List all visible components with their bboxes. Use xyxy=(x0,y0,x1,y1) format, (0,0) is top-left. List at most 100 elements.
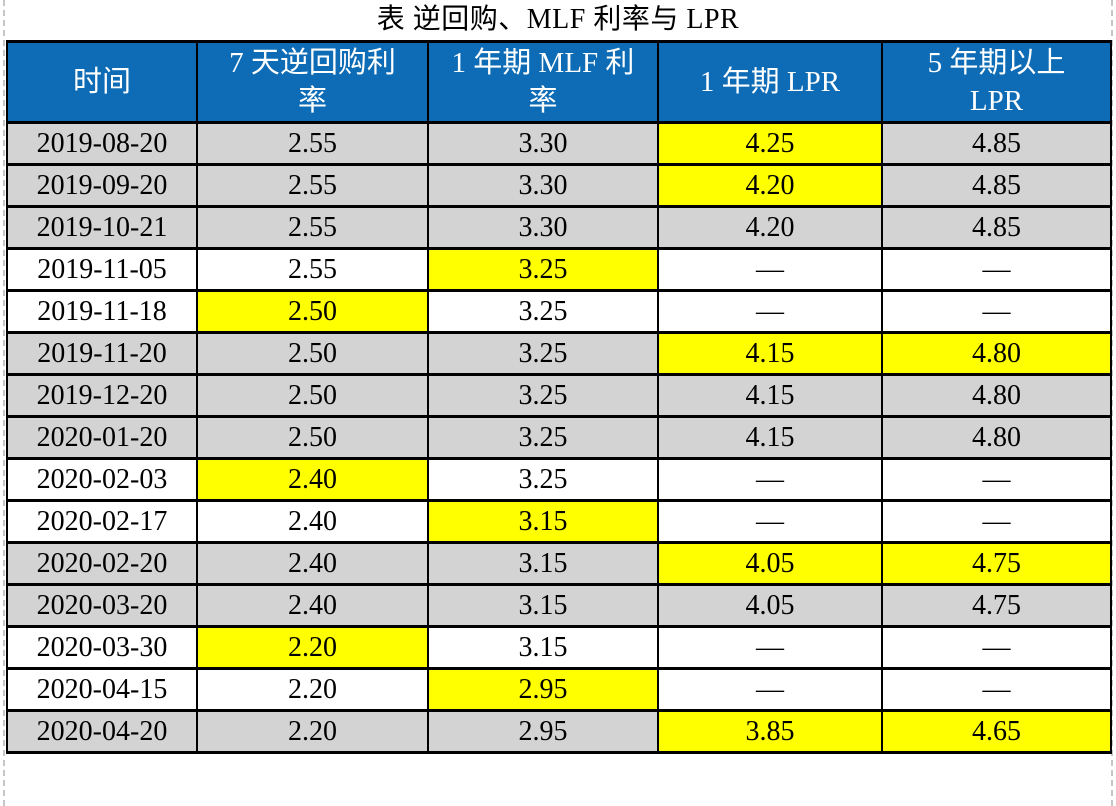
column-header-5: 5 年期以上 LPR xyxy=(881,40,1112,124)
column-header-line: 率 xyxy=(528,85,558,117)
table-title: 表 逆回购、MLF 利率与 LPR xyxy=(376,4,740,35)
date-cell: 2020-04-20 xyxy=(6,709,198,754)
value-cell: 3.15 xyxy=(427,541,659,586)
value-cell: 4.15 xyxy=(657,415,883,460)
column-header-2: 7 天逆回购利率 xyxy=(196,40,429,124)
value-cell: 2.50 xyxy=(196,373,429,418)
value-cell: 3.25 xyxy=(427,373,659,418)
column-header-line: 7 天逆回购利 xyxy=(229,47,396,79)
table-row: 2020-01-20 2.50 3.25 4.15 4.80 xyxy=(6,415,1112,460)
value-cell: 3.30 xyxy=(427,121,659,166)
value-cell: 4.25 xyxy=(657,121,883,166)
page-boundary-left xyxy=(3,0,5,806)
value-cell: 4.05 xyxy=(657,583,883,628)
value-cell: 2.20 xyxy=(196,667,429,712)
date-cell: 2019-11-05 xyxy=(6,247,198,292)
value-cell: 4.15 xyxy=(657,331,883,376)
column-header-line: 时间 xyxy=(72,66,131,98)
value-cell: — xyxy=(881,457,1112,502)
table-row: 2020-02-20 2.40 3.15 4.05 4.75 xyxy=(6,541,1112,586)
column-header-line: 1 年期 LPR xyxy=(699,66,841,98)
value-cell: 2.20 xyxy=(196,709,429,754)
value-cell: — xyxy=(657,289,883,334)
value-cell: 4.85 xyxy=(881,163,1112,208)
table-row: 2020-04-15 2.20 2.95— — xyxy=(6,667,1112,712)
column-header-line: 率 xyxy=(297,85,327,117)
date-cell: 2020-01-20 xyxy=(6,415,198,460)
value-cell: 4.75 xyxy=(881,541,1112,586)
value-cell: 3.85 xyxy=(657,709,883,754)
value-cell: — xyxy=(657,625,883,670)
date-cell: 2020-04-15 xyxy=(6,667,198,712)
value-cell: 2.95 xyxy=(427,667,659,712)
date-cell: 2019-12-20 xyxy=(6,373,198,418)
value-cell: 2.40 xyxy=(196,457,429,502)
value-cell: 2.40 xyxy=(196,583,429,628)
value-cell: 4.15 xyxy=(657,373,883,418)
table-row: 2019-10-21 2.55 3.30 4.20 4.85 xyxy=(6,205,1112,250)
column-header-3: 1 年期 MLF 利率 xyxy=(427,40,659,124)
value-cell: 3.30 xyxy=(427,163,659,208)
column-header-line: 1 年期 MLF 利 xyxy=(451,47,635,79)
date-cell: 2020-03-30 xyxy=(6,625,198,670)
value-cell: 2.20 xyxy=(196,625,429,670)
value-cell: 2.55 xyxy=(196,205,429,250)
value-cell: 2.55 xyxy=(196,121,429,166)
table-row: 2020-02-03 2.40 3.25— — xyxy=(6,457,1112,502)
table-row: 2020-03-30 2.20 3.15— — xyxy=(6,625,1112,670)
value-cell: 2.40 xyxy=(196,541,429,586)
date-cell: 2019-11-18 xyxy=(6,289,198,334)
date-cell: 2019-08-20 xyxy=(6,121,198,166)
table-row: 2019-11-20 2.50 3.25 4.15 4.80 xyxy=(6,331,1112,376)
table-row: 2019-11-18 2.50 3.25— — xyxy=(6,289,1112,334)
value-cell: — xyxy=(881,499,1112,544)
value-cell: 2.50 xyxy=(196,415,429,460)
value-cell: 3.25 xyxy=(427,331,659,376)
date-cell: 2020-02-20 xyxy=(6,541,198,586)
value-cell: 3.30 xyxy=(427,205,659,250)
table-row: 2019-09-20 2.55 3.30 4.20 4.85 xyxy=(6,163,1112,208)
date-cell: 2020-02-17 xyxy=(6,499,198,544)
value-cell: 2.55 xyxy=(196,247,429,292)
date-cell: 2019-11-20 xyxy=(6,331,198,376)
value-cell: 2.50 xyxy=(196,289,429,334)
value-cell: — xyxy=(881,625,1112,670)
value-cell: 3.25 xyxy=(427,247,659,292)
value-cell: 3.25 xyxy=(427,457,659,502)
value-cell: 3.25 xyxy=(427,289,659,334)
value-cell: 4.65 xyxy=(881,709,1112,754)
value-cell: 4.20 xyxy=(657,163,883,208)
value-cell: — xyxy=(657,499,883,544)
table-row: 2020-02-17 2.40 3.15— — xyxy=(6,499,1112,544)
value-cell: 2.40 xyxy=(196,499,429,544)
table-row: 2019-08-20 2.55 3.30 4.25 4.85 xyxy=(6,121,1112,166)
value-cell: 4.75 xyxy=(881,583,1112,628)
value-cell: 2.95 xyxy=(427,709,659,754)
value-cell: 2.50 xyxy=(196,331,429,376)
value-cell: — xyxy=(881,247,1112,292)
table-body: 2019-08-20 2.55 3.30 4.25 4.85 2019-09-20 2.55… xyxy=(6,121,1112,754)
value-cell: 4.80 xyxy=(881,415,1112,460)
table-row: 2020-03-20 2.40 3.15 4.05 4.75 xyxy=(6,583,1112,628)
value-cell: 4.80 xyxy=(881,331,1112,376)
value-cell: 4.20 xyxy=(657,205,883,250)
value-cell: 4.85 xyxy=(881,121,1112,166)
value-cell: 3.15 xyxy=(427,583,659,628)
value-cell: — xyxy=(657,247,883,292)
column-header-4: 1 年期 LPR xyxy=(657,40,883,124)
value-cell: — xyxy=(657,667,883,712)
date-cell: 2019-10-21 xyxy=(6,205,198,250)
date-cell: 2019-09-20 xyxy=(6,163,198,208)
value-cell: 4.85 xyxy=(881,205,1112,250)
table-row: 2019-12-20 2.50 3.25 4.15 4.80 xyxy=(6,373,1112,418)
column-header-1: 时间 xyxy=(6,40,198,124)
column-header-line: LPR xyxy=(969,85,1024,117)
value-cell: 3.15 xyxy=(427,625,659,670)
value-cell: 2.55 xyxy=(196,163,429,208)
date-cell: 2020-03-20 xyxy=(6,583,198,628)
value-cell: — xyxy=(881,289,1112,334)
value-cell: 4.05 xyxy=(657,541,883,586)
